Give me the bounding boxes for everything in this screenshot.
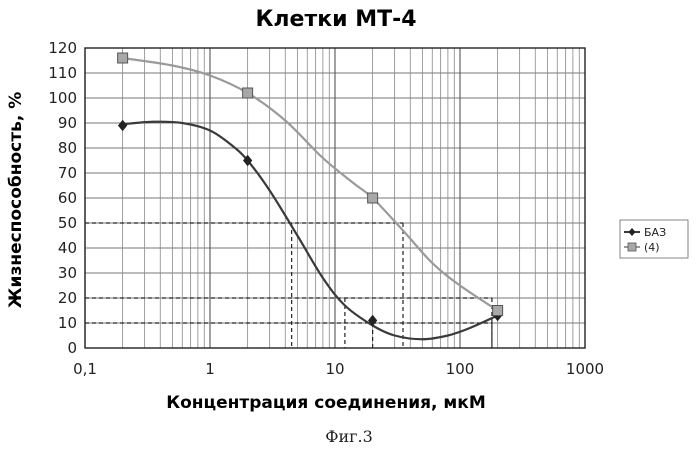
data-point-square xyxy=(242,87,254,99)
y-tick-label: 0 xyxy=(67,339,77,357)
series-line-2 xyxy=(122,56,499,312)
y-tick-label: 30 xyxy=(58,264,77,282)
y-tick-label: 110 xyxy=(48,64,77,82)
series-line-1 xyxy=(122,120,499,341)
y-axis-label: Жизнеспособность, % xyxy=(6,92,26,309)
x-tick-label: 1000 xyxy=(566,360,604,378)
y-tick-label: 70 xyxy=(58,164,77,182)
x-tick-label: 1 xyxy=(205,360,215,378)
y-tick-label: 100 xyxy=(48,89,77,107)
y-tick-label: 40 xyxy=(58,239,77,257)
series xyxy=(117,52,504,341)
grid xyxy=(84,47,585,349)
data-point-diamond xyxy=(242,154,253,167)
y-tick-label: 10 xyxy=(58,314,77,332)
y-tick-label: 50 xyxy=(58,214,77,232)
reference-lines xyxy=(85,222,493,348)
y-tick-label: 20 xyxy=(58,289,77,307)
data-point-square xyxy=(117,52,129,64)
x-ticks: 0,1 1 10 100 1000 xyxy=(73,360,604,378)
legend-box xyxy=(619,219,689,259)
plot-frame xyxy=(84,47,586,349)
x-axis-label: Концентрация соединения, мкМ xyxy=(166,393,486,413)
y-tick-label: 90 xyxy=(58,114,77,132)
figure-caption: Фиг.3 xyxy=(325,427,373,446)
data-point-square xyxy=(367,192,379,204)
data-point-diamond xyxy=(117,119,128,132)
legend-label: (4) xyxy=(644,241,660,254)
data-point-square xyxy=(492,305,504,316)
data-point-diamond xyxy=(367,314,378,327)
legend: БАЗ (4) xyxy=(619,219,689,259)
legend-marker-diamond xyxy=(628,228,636,236)
chart-title: Клетки МТ-4 xyxy=(255,7,416,32)
y-tick-label: 60 xyxy=(58,189,77,207)
y-tick-label: 120 xyxy=(48,39,77,57)
x-tick-label: 10 xyxy=(325,360,344,378)
y-tick-label: 80 xyxy=(58,139,77,157)
legend-marker-square xyxy=(627,242,637,252)
y-ticks: 0 10 20 30 40 50 60 70 80 90 100 110 120 xyxy=(48,39,77,357)
x-tick-label: 0,1 xyxy=(73,360,97,378)
legend-label: БАЗ xyxy=(644,226,666,239)
x-tick-label: 100 xyxy=(446,360,475,378)
